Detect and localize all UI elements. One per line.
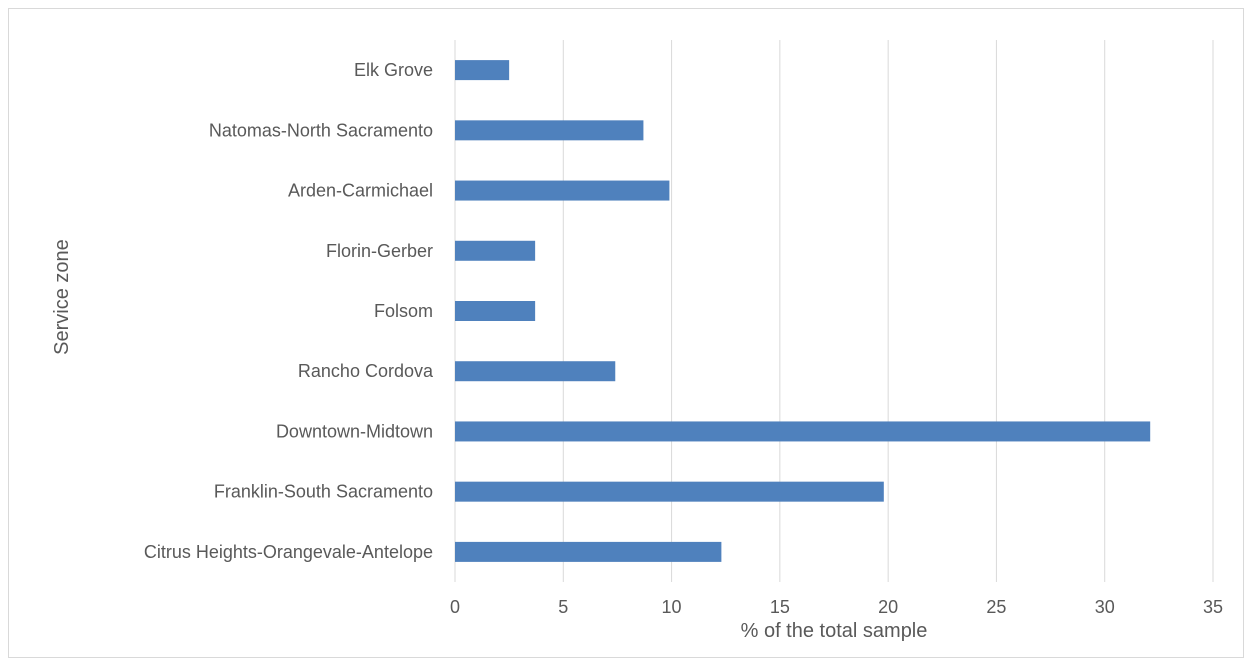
x-tick-label: 20 bbox=[878, 597, 898, 617]
category-labels: Elk Grove Natomas-North Sacramento Arden-C… bbox=[144, 60, 434, 562]
bar bbox=[455, 301, 536, 321]
bar bbox=[455, 180, 670, 201]
category-label: Elk Grove bbox=[354, 60, 433, 80]
bar bbox=[455, 361, 616, 382]
bar bbox=[455, 481, 884, 502]
bar bbox=[455, 541, 722, 562]
category-label: Arden-Carmichael bbox=[288, 181, 433, 201]
category-label: Florin-Gerber bbox=[326, 241, 433, 261]
bar bbox=[455, 421, 1151, 442]
bar bbox=[455, 60, 510, 81]
bar bbox=[455, 120, 644, 141]
x-tick-label: 35 bbox=[1203, 597, 1223, 617]
category-label: Rancho Cordova bbox=[298, 361, 434, 381]
bar bbox=[455, 240, 536, 261]
x-tick-label: 25 bbox=[986, 597, 1006, 617]
x-tick-label: 15 bbox=[770, 597, 790, 617]
bars bbox=[455, 60, 1151, 562]
category-label: Citrus Heights-Orangevale-Antelope bbox=[144, 542, 433, 562]
category-label: Franklin-South Sacramento bbox=[214, 482, 433, 502]
x-tick-labels: 0 5 10 15 20 25 30 35 bbox=[450, 597, 1223, 617]
category-label: Folsom bbox=[374, 301, 433, 321]
x-tick-label: 0 bbox=[450, 597, 460, 617]
category-label: Downtown-Midtown bbox=[276, 421, 433, 441]
category-label: Natomas-North Sacramento bbox=[209, 120, 433, 140]
x-tick-label: 10 bbox=[662, 597, 682, 617]
x-tick-label: 5 bbox=[558, 597, 568, 617]
x-axis-title: % of the total sample bbox=[741, 620, 928, 642]
y-axis-title: Service zone bbox=[51, 239, 73, 355]
x-tick-label: 30 bbox=[1095, 597, 1115, 617]
